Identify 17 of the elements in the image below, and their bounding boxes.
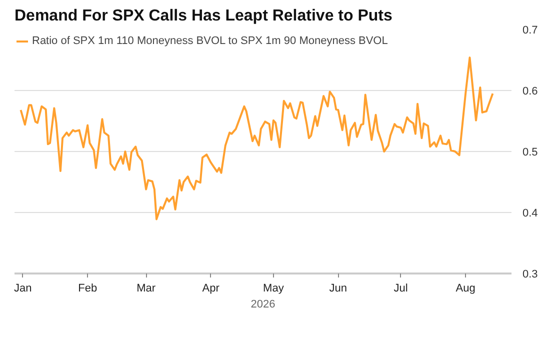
x-axis-title: 2026 — [250, 298, 276, 310]
x-tick-label: Feb — [78, 282, 98, 294]
x-tick-label: Jan — [14, 282, 32, 294]
x-tick-label: Apr — [202, 282, 220, 294]
x-tick-label: Jun — [329, 282, 348, 294]
x-tick-label: Mar — [136, 282, 156, 294]
y-tick-label: 0.7 — [522, 24, 538, 36]
x-tick-label: Aug — [456, 282, 476, 294]
chart-title: Demand For SPX Calls Has Leapt Relative to Puts — [14, 8, 392, 24]
y-tick-label: 0.3 — [522, 268, 538, 280]
y-tick-label: 0.4 — [522, 208, 538, 220]
x-tick-label: May — [263, 282, 284, 294]
y-tick-label: 0.6 — [522, 86, 538, 98]
line-series — [20, 56, 494, 220]
y-tick-label: 0.5 — [522, 146, 538, 158]
x-tick-label: Jul — [394, 282, 408, 294]
legend-label: Ratio of SPX 1m 110 Moneyness BVOL to SPX 1m 90 Moneyness BVOL — [32, 35, 388, 47]
